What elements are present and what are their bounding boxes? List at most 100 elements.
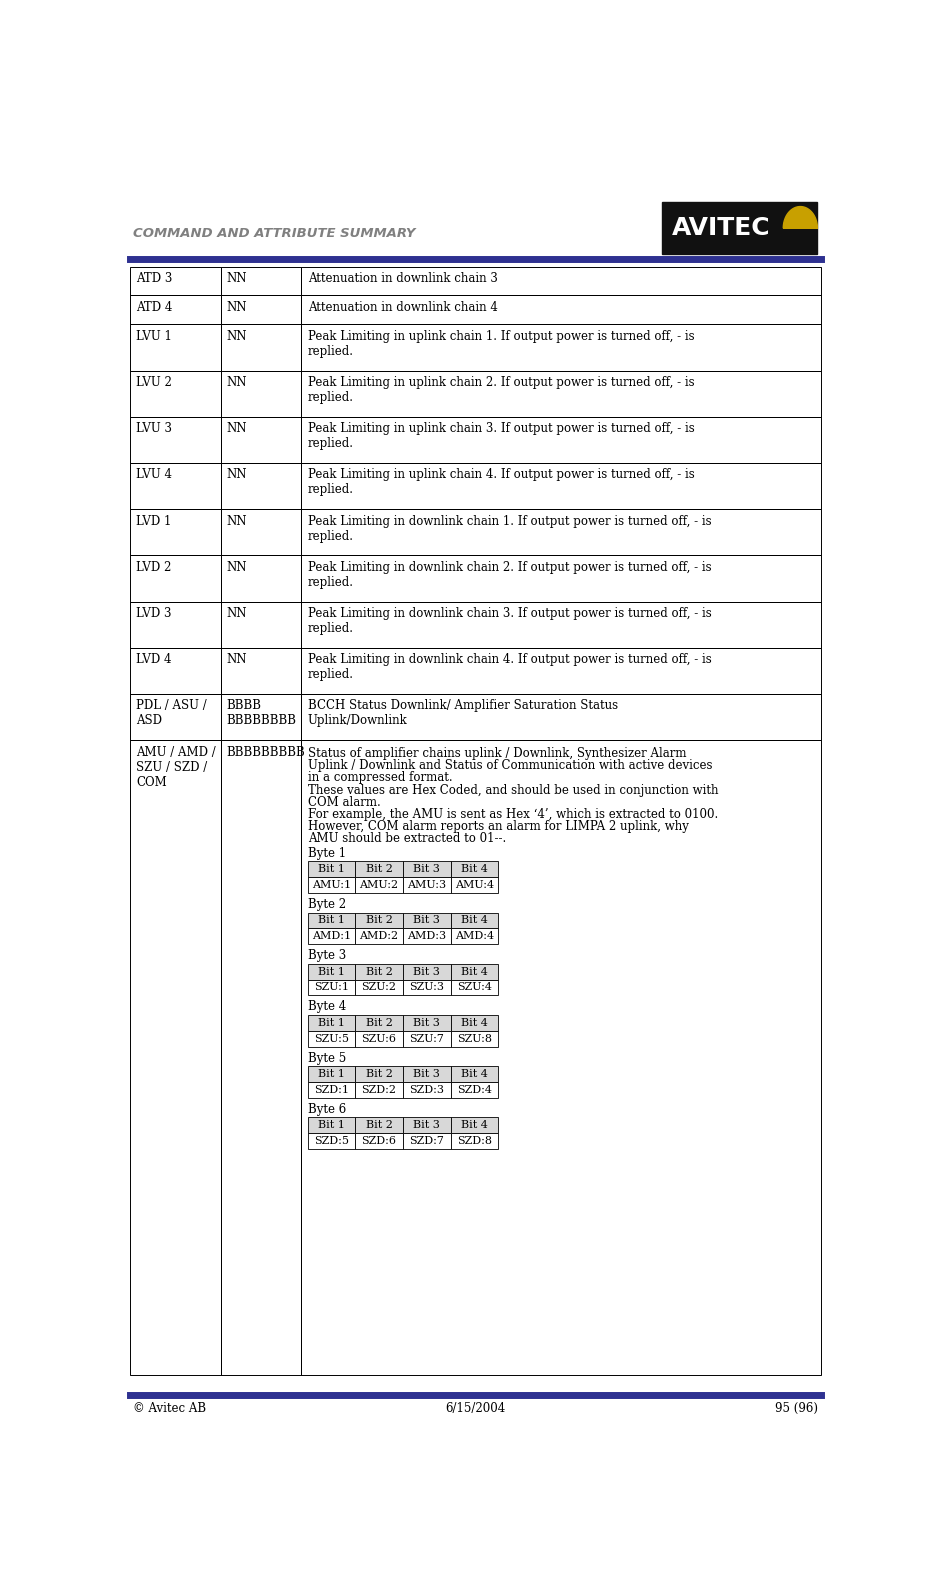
Text: COM alarm.: COM alarm. bbox=[307, 796, 380, 809]
Bar bbox=[221, 695, 301, 741]
Text: NN: NN bbox=[226, 301, 247, 314]
Bar bbox=[221, 266, 301, 295]
Text: Bit 4: Bit 4 bbox=[461, 916, 488, 926]
Bar bbox=[221, 741, 301, 1375]
Text: SZD:5: SZD:5 bbox=[313, 1136, 349, 1145]
Text: Bit 1: Bit 1 bbox=[318, 1018, 345, 1027]
Bar bbox=[402, 1031, 451, 1047]
Bar bbox=[402, 929, 451, 945]
Bar bbox=[355, 1031, 402, 1047]
Bar bbox=[451, 1015, 498, 1031]
Text: SZU:7: SZU:7 bbox=[409, 1034, 444, 1043]
Text: Bit 4: Bit 4 bbox=[461, 1069, 488, 1078]
Text: NN: NN bbox=[226, 653, 247, 666]
Text: Bit 4: Bit 4 bbox=[461, 1018, 488, 1027]
Text: Peak Limiting in uplink chain 2. If output power is turned off, - is
replied.: Peak Limiting in uplink chain 2. If outp… bbox=[307, 376, 693, 405]
Bar bbox=[451, 1117, 498, 1133]
Bar bbox=[451, 929, 498, 945]
Bar bbox=[130, 371, 221, 417]
Bar bbox=[307, 1015, 355, 1031]
Bar bbox=[307, 862, 355, 878]
Text: BCCH Status Downlink/ Amplifier Saturation Status
Uplink/Downlink: BCCH Status Downlink/ Amplifier Saturati… bbox=[307, 699, 617, 728]
Text: Bit 2: Bit 2 bbox=[365, 1018, 392, 1027]
Text: AMD:1: AMD:1 bbox=[311, 932, 350, 941]
Bar bbox=[301, 741, 820, 1375]
Bar bbox=[451, 980, 498, 996]
Text: SZD:7: SZD:7 bbox=[409, 1136, 444, 1145]
Text: Byte 1: Byte 1 bbox=[307, 847, 346, 860]
Text: Peak Limiting in uplink chain 3. If output power is turned off, - is
replied.: Peak Limiting in uplink chain 3. If outp… bbox=[307, 422, 693, 451]
Text: Bit 1: Bit 1 bbox=[318, 916, 345, 926]
Text: NN: NN bbox=[226, 330, 247, 342]
Bar bbox=[301, 556, 820, 602]
Text: LVD 2: LVD 2 bbox=[136, 561, 171, 573]
Bar bbox=[130, 556, 221, 602]
Text: Byte 2: Byte 2 bbox=[307, 898, 346, 911]
Text: Bit 1: Bit 1 bbox=[318, 1069, 345, 1078]
Text: AMU should be extracted to 01--.: AMU should be extracted to 01--. bbox=[307, 832, 505, 846]
Text: Bit 3: Bit 3 bbox=[413, 967, 439, 977]
Text: © Avitec AB: © Avitec AB bbox=[133, 1402, 206, 1415]
Text: SZD:6: SZD:6 bbox=[362, 1136, 396, 1145]
Text: BBBB
BBBBBBBB: BBBB BBBBBBBB bbox=[226, 699, 297, 728]
Bar bbox=[355, 862, 402, 878]
Bar bbox=[451, 1133, 498, 1149]
Text: NN: NN bbox=[226, 607, 247, 620]
Text: ATD 3: ATD 3 bbox=[136, 272, 172, 285]
Text: AMU:1: AMU:1 bbox=[311, 879, 350, 890]
Text: LVU 2: LVU 2 bbox=[136, 376, 171, 389]
Text: NN: NN bbox=[226, 515, 247, 527]
Bar bbox=[402, 1066, 451, 1082]
Text: LVU 4: LVU 4 bbox=[136, 468, 172, 481]
Text: However, COM alarm reports an alarm for LIMPA 2 uplink, why: However, COM alarm reports an alarm for … bbox=[307, 820, 688, 833]
Text: 6/15/2004: 6/15/2004 bbox=[445, 1402, 505, 1415]
Bar bbox=[221, 464, 301, 510]
Text: Bit 2: Bit 2 bbox=[365, 1069, 392, 1078]
Text: AMU:2: AMU:2 bbox=[359, 879, 399, 890]
Text: Uplink / Downlink and Status of Communication with active devices: Uplink / Downlink and Status of Communic… bbox=[307, 760, 711, 773]
Text: Bit 2: Bit 2 bbox=[365, 865, 392, 875]
Bar bbox=[451, 862, 498, 878]
Bar bbox=[130, 741, 221, 1375]
Text: Bit 1: Bit 1 bbox=[318, 967, 345, 977]
Text: 95 (96): 95 (96) bbox=[774, 1402, 818, 1415]
Bar bbox=[130, 325, 221, 371]
Bar bbox=[221, 371, 301, 417]
Text: SZU:2: SZU:2 bbox=[362, 983, 396, 992]
Text: COMMAND AND ATTRIBUTE SUMMARY: COMMAND AND ATTRIBUTE SUMMARY bbox=[133, 228, 415, 241]
Text: AVITEC: AVITEC bbox=[671, 217, 769, 241]
Bar bbox=[451, 1066, 498, 1082]
Text: SZU:5: SZU:5 bbox=[313, 1034, 349, 1043]
Bar bbox=[301, 417, 820, 464]
Bar bbox=[130, 417, 221, 464]
Text: Bit 2: Bit 2 bbox=[365, 1120, 392, 1131]
Bar bbox=[402, 964, 451, 980]
Bar bbox=[355, 1082, 402, 1098]
Bar bbox=[301, 602, 820, 648]
Text: AMU / AMD /
SZU / SZD /
COM: AMU / AMD / SZU / SZD / COM bbox=[136, 746, 216, 789]
Text: Bit 3: Bit 3 bbox=[413, 1069, 439, 1078]
Bar bbox=[307, 1066, 355, 1082]
Bar bbox=[221, 648, 301, 695]
Bar bbox=[221, 295, 301, 325]
Bar bbox=[402, 1133, 451, 1149]
Text: LVD 3: LVD 3 bbox=[136, 607, 171, 620]
Bar bbox=[221, 325, 301, 371]
Text: LVU 3: LVU 3 bbox=[136, 422, 172, 435]
Text: AMD:2: AMD:2 bbox=[359, 932, 399, 941]
Text: Peak Limiting in uplink chain 4. If output power is turned off, - is
replied.: Peak Limiting in uplink chain 4. If outp… bbox=[307, 468, 693, 497]
Bar bbox=[307, 1117, 355, 1133]
Bar bbox=[355, 1133, 402, 1149]
Bar bbox=[130, 648, 221, 695]
Bar bbox=[307, 929, 355, 945]
Text: NN: NN bbox=[226, 561, 247, 573]
Text: Bit 1: Bit 1 bbox=[318, 1120, 345, 1131]
Bar bbox=[402, 1117, 451, 1133]
Bar bbox=[451, 878, 498, 894]
Text: NN: NN bbox=[226, 272, 247, 285]
Text: AMD:4: AMD:4 bbox=[454, 932, 493, 941]
Text: NN: NN bbox=[226, 422, 247, 435]
Text: For example, the AMU is sent as Hex ‘4’, which is extracted to 0100.: For example, the AMU is sent as Hex ‘4’,… bbox=[307, 808, 717, 820]
Bar bbox=[307, 1082, 355, 1098]
Text: SZU:3: SZU:3 bbox=[409, 983, 444, 992]
